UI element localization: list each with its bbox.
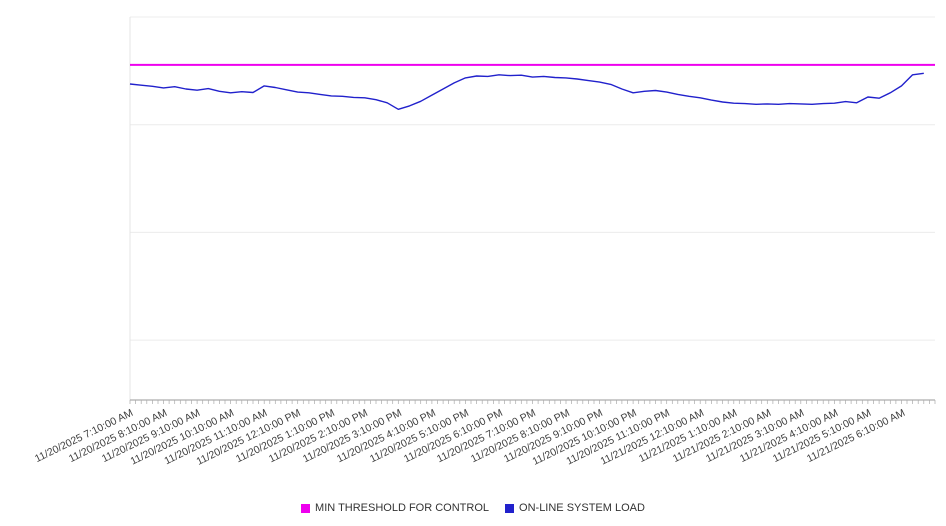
- x-axis-label: 11/20/2025 9:10:00 AM: [100, 407, 203, 466]
- system-load-line: [129, 72, 924, 111]
- x-axis-label: 11/20/2025 4:10:00 PM: [334, 407, 438, 466]
- x-axis-label: 11/20/2025 7:10:00 PM: [435, 407, 538, 466]
- x-axis-label: 11/21/2025 2:10:00 AM: [670, 407, 773, 466]
- x-axis-label: 11/21/2025 5:10:00 AM: [771, 407, 874, 466]
- x-axis-label: 11/20/2025 10:10:00 AM: [128, 407, 236, 468]
- legend: MIN THRESHOLD FOR CONTROL ON-LINE SYSTEM…: [0, 502, 946, 514]
- legend-label-system-load: ON-LINE SYSTEM LOAD: [519, 502, 645, 514]
- x-axis-label: 11/20/2025 8:10:00 PM: [468, 407, 572, 466]
- x-axis-label: 11/21/2025 6:10:00 AM: [804, 407, 907, 466]
- x-axis-label: 11/20/2025 1:10:00 PM: [233, 407, 337, 466]
- x-axis-label: 11/20/2025 12:10:00 PM: [195, 407, 303, 468]
- x-axis-label: 11/21/2025 3:10:00 AM: [703, 407, 807, 466]
- x-axis-label: 11/20/2025 8:10:00 AM: [66, 407, 169, 466]
- x-axis-label: 11/21/2025 12:10:00 AM: [598, 407, 706, 468]
- x-axis-label: 11/20/2025 3:10:00 PM: [300, 407, 404, 466]
- system-load-swatch-icon: [505, 503, 515, 513]
- x-axis-label: 11/20/2025 9:10:00 PM: [502, 407, 605, 466]
- x-axis-label: 11/20/2025 10:10:00 PM: [530, 407, 639, 468]
- x-axis-label: 11/20/2025 11:10:00 PM: [564, 407, 672, 468]
- x-axis-label: 11/20/2025 6:10:00 PM: [401, 407, 505, 466]
- x-axis-label: 11/20/2025 2:10:00 PM: [267, 407, 371, 466]
- x-axis-label: 11/20/2025 11:10:00 AM: [162, 407, 270, 468]
- legend-item-threshold[interactable]: MIN THRESHOLD FOR CONTROL: [301, 502, 489, 514]
- x-axis-label: 11/20/2025 5:10:00 PM: [367, 407, 471, 466]
- legend-label-threshold: MIN THRESHOLD FOR CONTROL: [315, 502, 490, 514]
- threshold-swatch-icon: [301, 503, 311, 513]
- legend-item-system-load[interactable]: ON-LINE SYSTEM LOAD: [505, 502, 645, 514]
- x-axis-label: 11/21/2025 4:10:00 AM: [737, 407, 840, 466]
- x-axis-label: 11/20/2025 7:10:00 AM: [33, 407, 136, 466]
- x-axis-labels: 11/20/2025 7:10:00 AM 11/20/2025 8:10:00 …: [0, 402, 946, 492]
- system-load-line-chart: [129, 16, 936, 404]
- x-axis-label: 11/21/2025 1:10:00 AM: [636, 407, 739, 466]
